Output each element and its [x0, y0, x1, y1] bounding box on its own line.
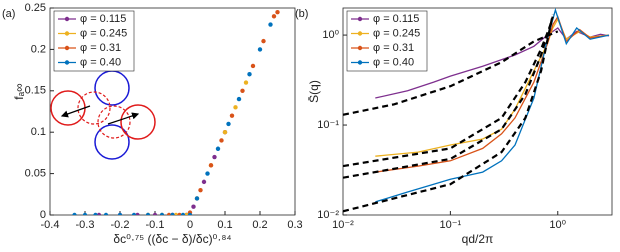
data-point [240, 88, 245, 94]
fit-line [343, 16, 554, 179]
plot-area [72, 9, 280, 215]
data-point [219, 138, 224, 143]
x-axis-label: δc⁰·⁷⁵ ((δc − δ)/δc)⁰·⁸⁴ [113, 232, 231, 246]
data-point [135, 212, 140, 215]
data-point [180, 212, 186, 215]
legend-label: φ = 0.245 [80, 27, 127, 39]
data-point [173, 212, 179, 215]
inset-diagram [50, 70, 156, 160]
data-point [184, 212, 189, 215]
data-point [93, 212, 98, 215]
data-point [96, 212, 102, 215]
legend-label: φ = 0.115 [373, 13, 419, 25]
plot-area [343, 8, 610, 213]
data-point [177, 212, 182, 215]
data-point [187, 212, 193, 215]
fit-line [343, 14, 554, 213]
legend-marker [357, 16, 363, 22]
data-point [194, 196, 200, 201]
panel-label: (b) [295, 8, 308, 20]
x-tick-label: -0.4 [41, 219, 60, 231]
data-point [268, 22, 273, 27]
data-point [275, 9, 280, 15]
y-tick-label: 0.25 [25, 2, 46, 14]
x-axis-label: qd/2π [462, 232, 494, 246]
y-tick-label: 0.2 [31, 43, 46, 55]
data-point [117, 212, 123, 215]
data-point [191, 204, 196, 209]
data-point [145, 212, 151, 215]
y-tick-label: 10⁻² [317, 209, 339, 221]
x-tick-label: 0 [187, 219, 193, 231]
x-tick-label: 10⁻² [332, 219, 354, 231]
data-point [233, 105, 238, 110]
legend-marker [357, 60, 363, 65]
data-point [250, 63, 256, 69]
x-tick-label: 10⁻¹ [440, 219, 462, 231]
y-tick-label: 0.15 [25, 85, 46, 97]
data-point [205, 171, 210, 176]
legend-label: φ = 0.31 [80, 42, 121, 54]
y-tick-label: 0.05 [25, 168, 46, 180]
legend-label: φ = 0.40 [80, 56, 121, 68]
data-point [152, 212, 158, 215]
legend-marker [64, 16, 70, 22]
data-line [375, 8, 610, 203]
data-point [261, 38, 266, 44]
data-point [247, 72, 252, 77]
x-tick-label: -0.2 [111, 219, 130, 231]
legend-label: φ = 0.40 [373, 56, 414, 68]
x-tick-label: -0.1 [146, 219, 165, 231]
y-axis-label: S̄(q) [307, 80, 321, 103]
legend-label: φ = 0.115 [80, 13, 126, 25]
data-point [198, 187, 203, 193]
legend-marker [64, 60, 70, 65]
data-point [226, 121, 231, 127]
y-tick-label: 0 [40, 209, 46, 221]
x-tick-label: -0.3 [76, 219, 95, 231]
y-tick-label: 10⁰ [322, 29, 339, 41]
data-point [243, 80, 249, 85]
legend-label: φ = 0.245 [373, 27, 420, 39]
x-tick-label: 0.3 [287, 219, 302, 231]
data-point [82, 212, 88, 215]
data-point [222, 130, 228, 135]
data-point [103, 212, 109, 215]
data-point [72, 212, 77, 215]
fit-line [343, 30, 559, 116]
data-point [215, 146, 221, 151]
legend-label: φ = 0.31 [373, 42, 414, 54]
data-point [208, 163, 214, 168]
data-point [236, 96, 242, 102]
data-point [201, 179, 207, 185]
data-point [170, 212, 175, 215]
y-tick-label: 10⁻¹ [317, 119, 339, 131]
axes-frame [342, 7, 613, 216]
legend-marker [357, 31, 363, 36]
y-tick-label: 0.1 [31, 126, 46, 138]
data-point [166, 212, 172, 215]
legend-marker [64, 45, 70, 51]
fit-line [343, 18, 554, 168]
legend-marker [64, 31, 70, 36]
data-point [229, 113, 235, 118]
data-point [257, 47, 263, 52]
x-tick-label: 0.1 [217, 219, 232, 231]
data-point [131, 212, 137, 215]
panel-label: (a) [2, 8, 15, 20]
data-point [212, 154, 217, 160]
legend-marker [357, 45, 363, 51]
data-point [271, 14, 277, 19]
x-tick-label: 10⁰ [549, 219, 566, 231]
x-tick-label: 0.2 [252, 219, 267, 231]
y-axis-label: fₐ∞ [12, 83, 26, 99]
data-point [159, 212, 165, 215]
data-line [375, 15, 610, 173]
